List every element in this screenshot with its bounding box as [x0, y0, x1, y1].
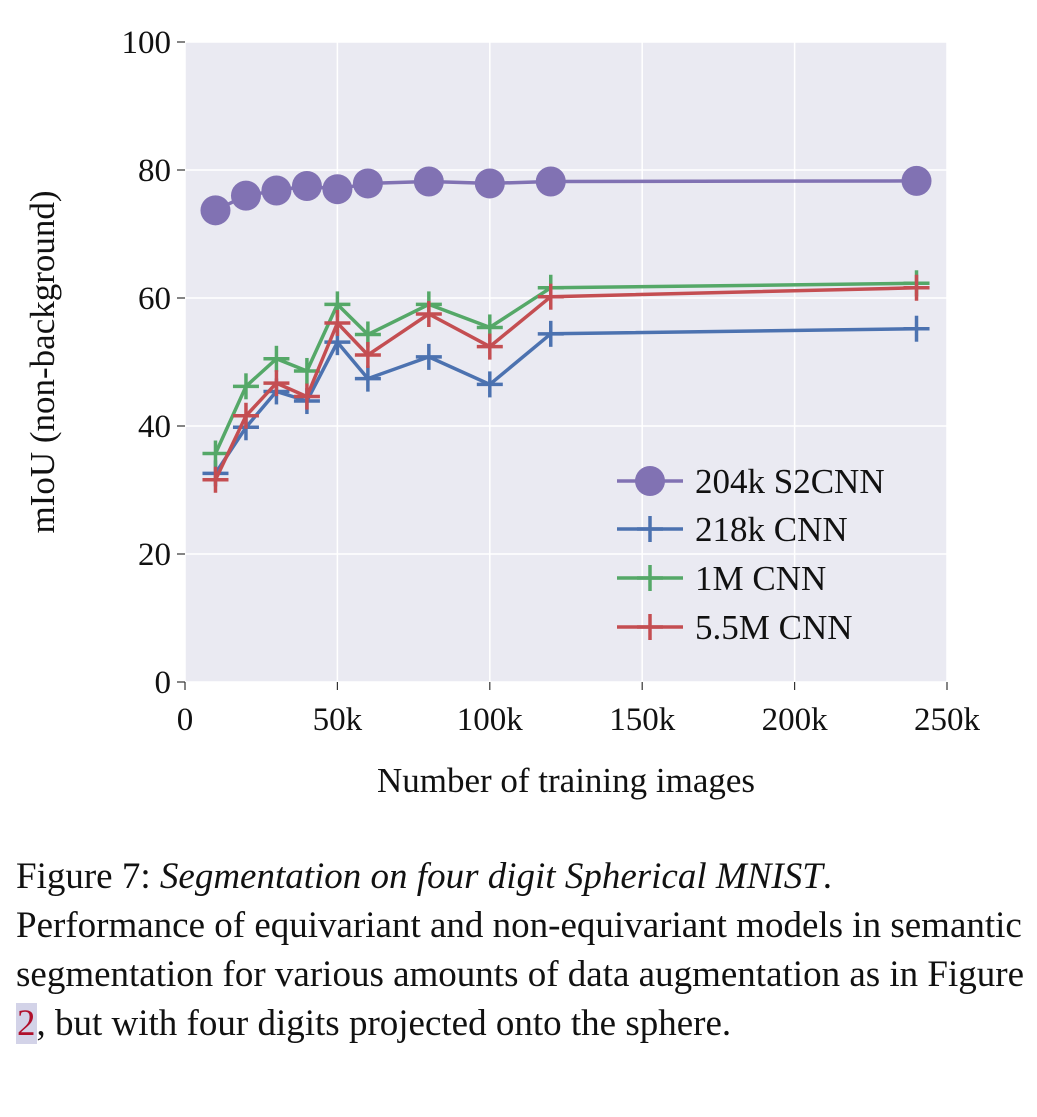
data-point — [232, 402, 259, 429]
data-point — [232, 373, 259, 400]
data-point — [415, 301, 442, 327]
data-point — [261, 175, 292, 206]
data-point — [415, 343, 442, 370]
legend-marker — [637, 516, 663, 542]
data-point — [263, 345, 290, 372]
x-tick-label: 100k — [457, 702, 524, 738]
caption-text-after-ref: , but with four digits projected onto th… — [36, 1003, 732, 1044]
series-line — [214, 326, 917, 475]
y-tick-label: 0 — [155, 665, 172, 701]
legend-item-218k-cnn: 218k CNN — [617, 510, 848, 549]
legend-label: 218k CNN — [695, 510, 848, 549]
x-tick-label: 250k — [914, 702, 981, 738]
data-point — [322, 174, 353, 205]
data-point — [537, 320, 564, 347]
legend-label: 5.5M CNN — [695, 608, 853, 647]
legend-label: 204k S2CNN — [695, 462, 885, 501]
caption-label: Figure 7: — [16, 856, 151, 897]
data-point — [324, 309, 351, 336]
grid — [184, 41, 948, 683]
data-point — [476, 371, 503, 398]
chart: 0 20 40 60 80 100 0 50k 100k 150k 200k 250k Number … — [23, 25, 981, 800]
caption-text-before-ref: Performance of equivariant and non-equiv… — [16, 905, 1025, 995]
legend-label: 1M CNN — [695, 559, 826, 598]
x-tick-label: 50k — [313, 702, 363, 738]
data-point — [202, 466, 229, 493]
x-axis-label: Number of training images — [377, 761, 755, 800]
data-point — [293, 357, 320, 384]
legend-item-5-5m-cnn: 5.5M CNN — [617, 608, 853, 647]
series-204k-s2cnn — [200, 165, 932, 226]
axes: 0 20 40 60 80 100 0 50k 100k 150k 200k 250k — [122, 25, 981, 738]
series-line — [213, 281, 917, 455]
legend-marker — [637, 565, 663, 591]
y-tick-label: 100 — [122, 25, 172, 61]
caption-title-end: . — [822, 856, 833, 897]
legend-item-1m-cnn: 1M CNN — [617, 559, 826, 598]
legend-item-204k-s2cnn: 204k S2CNN — [617, 462, 885, 501]
data-point — [903, 315, 930, 342]
y-tick-label: 60 — [138, 281, 171, 317]
data-point — [230, 180, 261, 211]
data-point — [263, 370, 290, 397]
data-point — [901, 165, 932, 196]
data-point — [476, 333, 503, 360]
plot-area — [185, 42, 947, 682]
x-tick-label: 150k — [609, 702, 676, 738]
series-layer — [200, 165, 932, 493]
figure-caption: Figure 7: Segmentation on four digit Sph… — [16, 852, 1026, 1048]
data-point — [200, 195, 231, 226]
legend-marker — [637, 614, 663, 640]
legend-marker — [635, 466, 665, 496]
data-point — [352, 168, 383, 199]
x-tick-label: 0 — [177, 702, 194, 738]
series-5-5m-cnn — [202, 274, 930, 493]
y-tick-label: 20 — [138, 537, 171, 573]
data-point — [354, 341, 381, 368]
data-point — [413, 166, 444, 197]
data-point — [903, 274, 930, 301]
x-tick-label: 200k — [762, 702, 829, 738]
y-axis-label: mIoU (non-background) — [23, 190, 62, 533]
caption-title: Segmentation on four digit Spherical MNI… — [159, 856, 823, 897]
data-point — [291, 171, 322, 201]
y-tick-label: 40 — [138, 409, 171, 445]
data-point — [202, 440, 229, 467]
figure-reference-link[interactable]: 2 — [16, 1003, 37, 1044]
data-point — [293, 383, 320, 410]
series-line — [214, 179, 917, 212]
legend: 204k S2CNN 218k CNN 1M CNN 5.5M CNN — [617, 462, 885, 647]
data-point — [537, 283, 564, 310]
y-tick-label: 80 — [138, 153, 171, 189]
data-point — [535, 166, 566, 197]
data-point — [354, 365, 381, 392]
series-line — [213, 286, 917, 481]
data-point — [474, 168, 505, 199]
